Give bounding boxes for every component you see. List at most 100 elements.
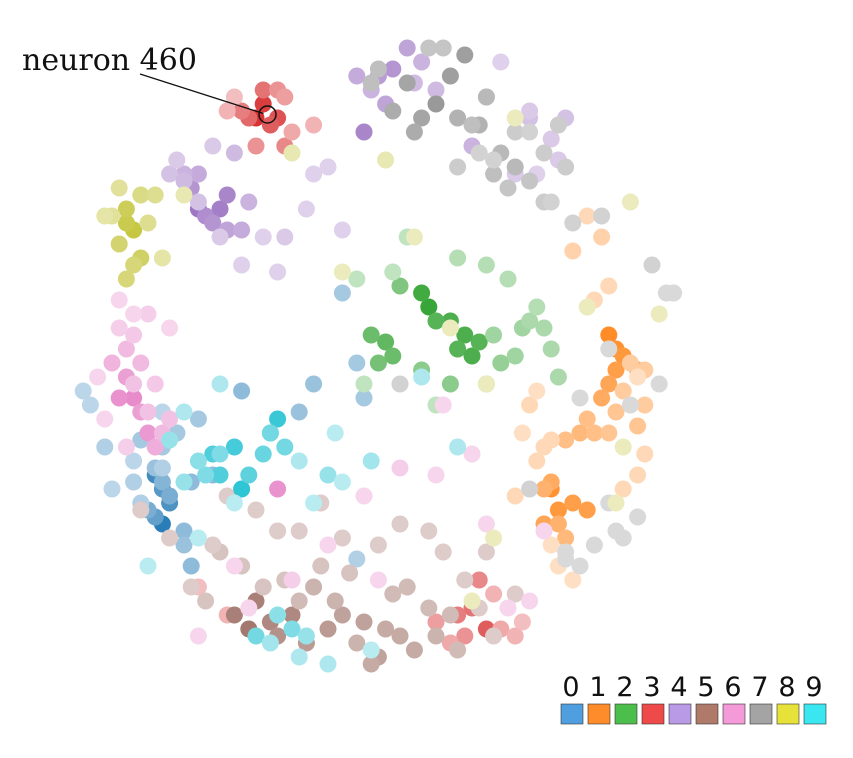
legend-label-4: 4 bbox=[670, 672, 687, 703]
neuron-point-class-9 bbox=[362, 452, 380, 470]
neuron-point-class-7 bbox=[629, 508, 647, 526]
neuron-point-class-1 bbox=[578, 501, 596, 519]
neuron-point-class-1 bbox=[636, 445, 654, 463]
neuron-point-class-9 bbox=[175, 403, 193, 421]
neuron-point-class-1 bbox=[607, 361, 625, 379]
neuron-point-class-6 bbox=[132, 354, 150, 372]
neuron-point-class-0 bbox=[81, 396, 99, 414]
legend-label-3: 3 bbox=[643, 672, 660, 703]
neuron-point-class-9 bbox=[261, 634, 279, 652]
neuron-point-class-8 bbox=[153, 249, 171, 267]
neuron-point-class-9 bbox=[225, 494, 243, 512]
neuron-point-class-5 bbox=[449, 641, 467, 659]
neuron-point-class-5 bbox=[161, 529, 179, 547]
neuron-point-class-3 bbox=[225, 88, 243, 106]
neuron-point-class-7 bbox=[571, 389, 589, 407]
neuron-point-class-7 bbox=[593, 207, 611, 225]
neuron-point-class-1 bbox=[521, 396, 539, 414]
neuron-point-class-0 bbox=[175, 522, 193, 540]
neuron-point-class-2 bbox=[492, 354, 510, 372]
neuron-point-class-9 bbox=[297, 627, 315, 645]
neuron-point-class-8 bbox=[110, 179, 128, 197]
neuron-point-class-7 bbox=[665, 284, 683, 302]
neuron-point-class-1 bbox=[549, 515, 567, 533]
neuron-point-class-6 bbox=[117, 438, 135, 456]
neuron-point-class-7 bbox=[506, 123, 524, 141]
neuron-point-class-7 bbox=[521, 480, 539, 498]
neuron-point-class-9 bbox=[240, 466, 258, 484]
neuron-point-class-0 bbox=[175, 536, 193, 554]
neuron-point-class-1 bbox=[629, 368, 647, 386]
neuron-point-class-0 bbox=[290, 403, 308, 421]
neuron-point-class-0 bbox=[103, 480, 121, 498]
neuron-point-class-4 bbox=[427, 81, 445, 99]
neuron-point-class-7 bbox=[449, 158, 467, 176]
neuron-point-class-5 bbox=[477, 543, 495, 561]
neuron-point-class-6 bbox=[139, 403, 157, 421]
neuron-point-class-6 bbox=[369, 571, 387, 589]
neuron-point-class-1 bbox=[557, 431, 575, 449]
neuron-point-class-5 bbox=[290, 592, 308, 610]
neuron-point-class-4 bbox=[189, 193, 207, 211]
neuron-point-class-2 bbox=[535, 319, 553, 337]
neuron-point-class-2 bbox=[384, 347, 402, 365]
neuron-point-class-3 bbox=[427, 613, 445, 631]
neuron-point-class-2 bbox=[427, 312, 445, 330]
neuron-point-class-7 bbox=[398, 74, 416, 92]
neuron-point-class-1 bbox=[506, 487, 524, 505]
neuron-point-class-4 bbox=[398, 39, 416, 57]
neuron-point-class-6 bbox=[499, 599, 517, 617]
neuron-point-class-2 bbox=[441, 375, 459, 393]
neuron-point-class-4 bbox=[225, 144, 243, 162]
neuron-point-class-0 bbox=[161, 487, 179, 505]
neuron-point-class-2 bbox=[463, 347, 481, 365]
neuron-point-class-4 bbox=[240, 193, 258, 211]
neuron-point-class-5 bbox=[269, 522, 287, 540]
neuron-point-class-5 bbox=[485, 627, 503, 645]
neuron-point-class-6 bbox=[125, 305, 143, 323]
neuron-point-class-7 bbox=[557, 158, 575, 176]
neuron-point-class-7 bbox=[413, 109, 431, 127]
neuron-point-class-3 bbox=[254, 81, 272, 99]
neuron-point-class-6 bbox=[125, 326, 143, 344]
neuron-point-class-6 bbox=[139, 305, 157, 323]
neuron-point-class-1 bbox=[600, 277, 618, 295]
legend-swatch-2 bbox=[614, 703, 638, 725]
neuron-point-class-2 bbox=[470, 333, 488, 351]
neuron-point-class-2 bbox=[456, 326, 474, 344]
scatter-points bbox=[74, 39, 683, 673]
neuron-point-class-2 bbox=[369, 354, 387, 372]
neuron-point-class-0 bbox=[125, 473, 143, 491]
legend-swatch-4 bbox=[668, 703, 692, 725]
neuron-point-class-6 bbox=[146, 438, 164, 456]
neuron-point-class-5 bbox=[369, 536, 387, 554]
neuron-point-class-2 bbox=[499, 270, 517, 288]
neuron-point-class-4 bbox=[211, 200, 229, 218]
neuron-point-class-6 bbox=[139, 424, 157, 442]
neuron-point-class-8 bbox=[578, 298, 596, 316]
neuron-point-class-5 bbox=[326, 592, 344, 610]
neuron-point-class-2 bbox=[449, 340, 467, 358]
neuron-point-class-4 bbox=[218, 186, 236, 204]
neuron-point-class-5 bbox=[427, 627, 445, 645]
neuron-point-class-8 bbox=[117, 214, 135, 232]
neuron-point-class-4 bbox=[269, 263, 287, 281]
neuron-point-class-1 bbox=[578, 410, 596, 428]
neuron-point-class-9 bbox=[290, 452, 308, 470]
neuron-point-class-9 bbox=[283, 620, 301, 638]
neuron-point-class-0 bbox=[153, 459, 171, 477]
neuron-point-class-2 bbox=[384, 263, 402, 281]
neuron-point-class-1 bbox=[535, 480, 553, 498]
neuron-point-class-4 bbox=[233, 256, 251, 274]
neuron-point-class-0 bbox=[96, 438, 114, 456]
neuron-point-class-5 bbox=[391, 627, 409, 645]
neuron-point-class-4 bbox=[175, 172, 193, 190]
neuron-point-class-7 bbox=[427, 95, 445, 113]
neuron-point-class-9 bbox=[211, 466, 229, 484]
neuron-point-class-4 bbox=[348, 67, 366, 85]
neuron-point-class-2 bbox=[506, 347, 524, 365]
neuron-point-class-5 bbox=[506, 585, 524, 603]
neuron-point-class-4 bbox=[204, 137, 222, 155]
